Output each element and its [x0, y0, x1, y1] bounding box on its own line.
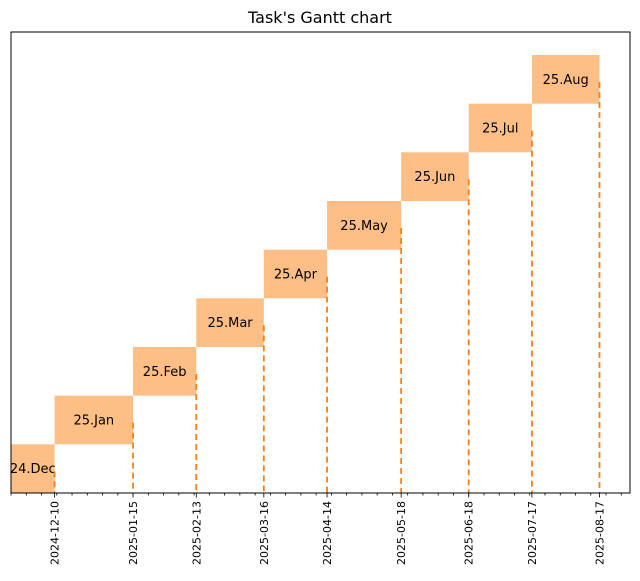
task-bar — [468, 103, 532, 153]
task-bar — [531, 55, 600, 104]
task-label: 25.Feb — [143, 365, 187, 380]
task-label: 25.Jan — [73, 414, 114, 429]
bars-layer: 24.Dec 25.Jan 25.Feb 25.Mar 25.Apr 25.May 25.J… — [10, 55, 600, 493]
plot-frame — [10, 31, 631, 494]
x-tick-label: 2025-04-14 — [321, 501, 334, 565]
task-label: 25.Jul — [482, 122, 518, 137]
x-tick-label: 2025-05-18 — [395, 501, 408, 565]
task-bar — [133, 347, 197, 396]
x-axis: 2024-12-10 2025-01-15 2025-02-13 2025-03-16… — [10, 493, 622, 565]
x-tick-label: 2024-12-10 — [49, 501, 62, 565]
chart-title: Task's Gantt chart — [247, 8, 392, 27]
x-tick-label: 2025-08-17 — [593, 501, 606, 565]
x-tick-label: 2025-07-17 — [526, 501, 539, 565]
task-bar — [327, 201, 402, 250]
task-bar — [401, 152, 469, 201]
task-bar — [54, 395, 134, 445]
task-bar — [263, 249, 328, 299]
task-label: 25.Apr — [274, 268, 318, 283]
x-tick-label: 2025-06-18 — [463, 501, 476, 565]
task-bar — [196, 298, 264, 347]
task-bar — [11, 444, 55, 493]
task-label: 25.May — [340, 219, 388, 234]
task-label: 24.Dec — [10, 462, 56, 477]
task-label: 25.Mar — [207, 316, 253, 331]
x-tick-label: 2025-02-13 — [190, 501, 203, 565]
markers-layer — [53, 82, 601, 493]
x-tick-label: 2025-03-16 — [258, 501, 271, 565]
x-tick-label: 2025-01-15 — [127, 501, 140, 565]
task-label: 25.Jun — [414, 170, 455, 185]
task-label: 25.Aug — [543, 73, 589, 88]
